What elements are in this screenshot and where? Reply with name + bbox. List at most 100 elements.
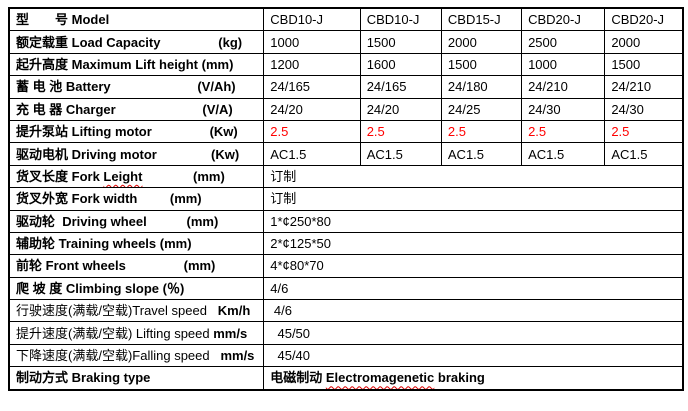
text-segment: (Kw) <box>209 124 238 140</box>
text-segment: (kg) <box>218 34 243 50</box>
table-row-battery: 蓄 电 池 Battery (V/Ah) 24/165 24/165 24/180 24… <box>8 75 684 99</box>
table-row-fork-width: 货叉外宽 Fork width (mm) 订制 <box>8 187 684 211</box>
value-cell-lifting-motor: 2.5 <box>604 119 684 144</box>
value-cell-model: CBD20-J <box>521 7 606 32</box>
value-cell-span-driving-wheel: 1*¢250*80 <box>263 209 684 233</box>
text-segment: 型 号 <box>16 12 72 28</box>
text-segment: (V/A) <box>202 101 233 117</box>
value-cell-model: CBD10-J <box>263 7 361 32</box>
text-segment: 订制 <box>270 191 297 207</box>
value-cell-load-capacity: 1500 <box>359 30 442 54</box>
text-segment: Training wheels (mm) <box>58 236 192 252</box>
value-cell-driving-motor: AC1.5 <box>604 142 684 166</box>
text-segment: Maximum Lift height (mm) <box>71 56 234 72</box>
value-cell-model: CBD15-J <box>440 7 523 32</box>
text-segment: 45/50 <box>270 325 311 341</box>
text-segment: 2*¢125*50 <box>270 236 331 252</box>
row-label-climbing-slope: 爬 坡 度 Climbing slope (％) <box>8 276 265 301</box>
value-cell-lifting-motor: 2.5 <box>440 119 523 144</box>
value-cell-model: CBD10-J <box>359 7 442 32</box>
value-cell-span-front-wheels: 4*¢80*70 <box>263 254 684 278</box>
table-row-braking-type: 制动方式 Braking type 电磁制动 Electromagenetic b… <box>8 366 684 391</box>
value-cell-charger: 24/30 <box>521 97 606 121</box>
text-segment: 订制 <box>270 168 297 184</box>
table-row-travel-speed: 行驶速度(满载/空载)Travel speed Km/h 4/6 <box>8 299 684 323</box>
value-cell-span-fork-length: 订制 <box>263 164 684 189</box>
text-segment <box>116 102 203 117</box>
value-cell-span-lifting-speed: 45/50 <box>263 321 684 345</box>
row-label-max-lift-height: 起升高度 Maximum Lift height (mm) <box>8 52 265 77</box>
text-segment: Load Capacity <box>71 34 161 50</box>
text-segment: 起升高度 <box>16 56 72 72</box>
value-cell-span-training-wheels: 2*¢125*50 <box>263 231 684 256</box>
text-segment <box>157 147 211 162</box>
table-row-charger: 充 电 器 Charger (V/A) 24/20 24/20 24/25 24/30 2… <box>8 97 684 121</box>
text-segment: 1*¢250*80 <box>270 213 331 229</box>
text-segment <box>152 124 210 139</box>
row-label-braking-type: 制动方式 Braking type <box>8 366 265 391</box>
table-row-fork-length: 货叉长度 Fork Leight (mm) 订制 <box>8 164 684 189</box>
text-segment <box>147 214 187 229</box>
text-segment: 行驶速度(满载/空载) <box>16 303 133 319</box>
text-segment: 4*¢80*70 <box>270 258 324 274</box>
row-label-fork-length: 货叉长度 Fork Leight (mm) <box>8 164 265 189</box>
value-cell-driving-motor: AC1.5 <box>263 142 361 166</box>
value-cell-charger: 24/20 <box>359 97 442 121</box>
value-cell-charger: 24/20 <box>263 97 361 121</box>
value-cell-lifting-motor: 2.5 <box>263 119 361 144</box>
text-segment <box>207 303 218 318</box>
text-segment: 货叉外宽 <box>16 191 72 207</box>
row-label-load-capacity: 额定载重 Load Capacity (kg) <box>8 30 265 54</box>
value-cell-driving-motor: AC1.5 <box>359 142 442 166</box>
value-cell-driving-motor: AC1.5 <box>521 142 606 166</box>
text-segment: mm/s <box>220 348 255 364</box>
text-segment: Travel speed <box>132 303 207 319</box>
value-cell-span-braking-type: 电磁制动 Electromagenetic braking <box>263 366 684 391</box>
table-row-falling-speed: 下降速度(满载/空载)Falling speed mm/s 45/40 <box>8 343 684 368</box>
text-segment: 额定载重 <box>16 34 72 50</box>
text-segment: Braking type <box>71 370 151 386</box>
text-segment: (mm) <box>186 213 219 229</box>
text-segment <box>210 348 221 363</box>
value-cell-load-capacity: 2500 <box>521 30 606 54</box>
text-segment: Battery <box>65 79 111 95</box>
row-label-lifting-motor: 提升泵站 Lifting motor (Kw) <box>8 119 265 144</box>
text-segment: Km/h <box>217 303 251 319</box>
table-row-front-wheels: 前轮 Front wheels (mm) 4*¢80*70 <box>8 254 684 278</box>
text-segment: 提升速度(满载/空载) <box>16 325 136 341</box>
value-cell-driving-motor: AC1.5 <box>440 142 523 166</box>
text-segment: 45/40 <box>270 348 311 364</box>
text-segment: 电磁制动 <box>270 370 326 386</box>
value-cell-span-fork-width: 订制 <box>263 187 684 211</box>
text-segment: 辅助轮 <box>16 236 59 252</box>
row-label-battery: 蓄 电 池 Battery (V/Ah) <box>8 75 265 99</box>
text-segment: 下降速度(满载/空载) <box>16 348 133 364</box>
text-segment: Driving wheel <box>62 213 147 229</box>
value-cell-span-climbing-slope: 4/6 <box>263 276 684 301</box>
text-segment: 提升泵站 <box>16 124 72 140</box>
text-segment: Climbing slope (％) <box>65 280 185 296</box>
value-cell-span-falling-speed: 45/40 <box>263 343 684 368</box>
text-segment: braking <box>434 370 485 386</box>
text-segment <box>111 79 198 94</box>
text-segment: 4/6 <box>270 280 289 296</box>
text-segment <box>142 169 193 184</box>
table-row-driving-motor: 驱动电机 Driving motor (Kw) AC1.5 AC1.5 AC1.5 AC… <box>8 142 684 166</box>
table-row-training-wheels: 辅助轮 Training wheels (mm) 2*¢125*50 <box>8 231 684 256</box>
text-segment: 爬 坡 度 <box>16 280 66 296</box>
text-segment: (Kw) <box>211 146 240 162</box>
table-row-driving-wheel: 驱动轮 Driving wheel (mm) 1*¢250*80 <box>8 209 684 233</box>
row-label-driving-motor: 驱动电机 Driving motor (Kw) <box>8 142 265 166</box>
misspelled-text: Leight <box>103 168 143 184</box>
text-segment: Model <box>71 12 110 28</box>
row-label-model: 型 号 Model <box>8 7 265 32</box>
text-segment: Fork <box>71 168 104 184</box>
value-cell-battery: 24/180 <box>440 75 523 99</box>
spec-table-body: 型 号 Model CBD10-J CBD10-J CBD15-J CBD20-J CBD… <box>8 7 684 391</box>
text-segment: 驱动电机 <box>16 146 72 162</box>
value-cell-battery: 24/210 <box>521 75 606 99</box>
table-row-max-lift-height: 起升高度 Maximum Lift height (mm) 1200 1600 150… <box>8 52 684 77</box>
value-cell-max-lift-height: 1500 <box>604 52 684 77</box>
value-cell-load-capacity: 2000 <box>604 30 684 54</box>
value-cell-max-lift-height: 1600 <box>359 52 442 77</box>
